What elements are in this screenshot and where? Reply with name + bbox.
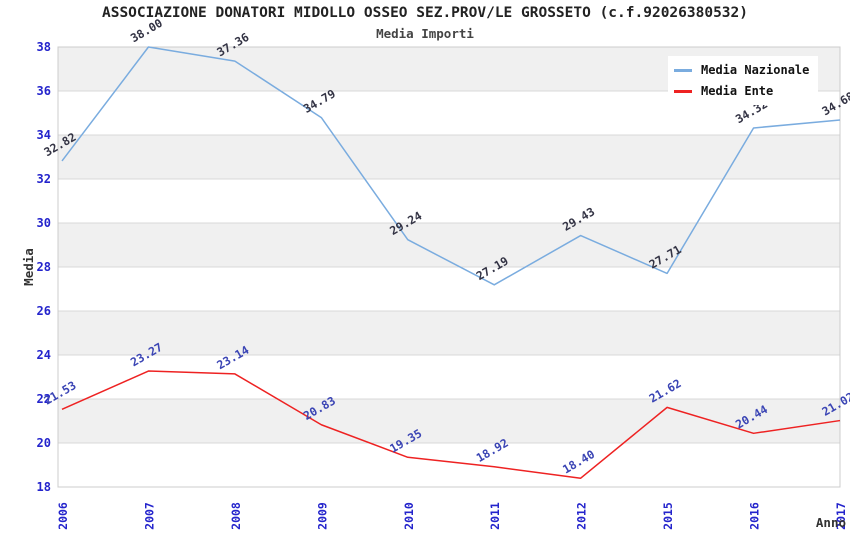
y-tick-label: 30: [37, 216, 51, 230]
plot-band: [58, 135, 840, 179]
x-tick-label: 2015: [661, 502, 675, 530]
y-tick-label: 38: [37, 40, 51, 54]
series-line-media-ente: [61, 370, 841, 479]
legend-label: Media Nazionale: [701, 63, 810, 77]
x-tick-label: 2006: [56, 502, 70, 530]
data-label-media-nazionale: 38.00: [128, 16, 165, 45]
y-axis-title: Media: [21, 248, 36, 286]
y-tick-label: 22: [37, 392, 51, 406]
data-label-media-ente: 18.40: [560, 447, 597, 476]
y-tick-label: 26: [37, 304, 51, 318]
series-line-media-nazionale: [61, 46, 841, 286]
x-tick-label: 2012: [575, 502, 589, 530]
legend-label: Media Ente: [701, 84, 774, 98]
media-ente-line-swatch-icon: [674, 89, 692, 93]
x-tick-label: 2016: [748, 502, 762, 530]
legend-item-media-ente: Media Ente: [674, 84, 812, 98]
y-tick-label: 18: [37, 480, 51, 494]
y-tick-label: 34: [37, 128, 51, 142]
media-nazionale-line-swatch-icon: [674, 68, 692, 72]
y-tick-label: 24: [37, 348, 51, 362]
legend: Media Nazionale Media Ente: [668, 56, 818, 105]
y-tick-label: 32: [37, 172, 51, 186]
chart-title: ASSOCIAZIONE DONATORI MIDOLLO OSSEO SEZ.…: [101, 5, 748, 21]
data-label-media-nazionale: 34.68: [820, 89, 850, 118]
plot-band: [58, 311, 840, 355]
x-axis-title: Anno: [816, 515, 846, 530]
legend-item-media-nazionale: Media Nazionale: [674, 63, 812, 77]
chart-subtitle: Media Importi: [376, 26, 474, 41]
y-tick-label: 20: [37, 436, 51, 450]
x-tick-label: 2017: [834, 502, 848, 530]
x-tick-label: 2011: [488, 502, 502, 530]
y-tick-label: 36: [37, 84, 51, 98]
plot-border: [57, 46, 841, 488]
y-tick-label: 28: [37, 260, 51, 274]
x-tick-label: 2009: [315, 502, 329, 530]
x-tick-label: 2007: [142, 502, 156, 530]
plot-band: [58, 399, 840, 443]
x-tick-label: 2010: [402, 502, 416, 530]
x-tick-label: 2008: [229, 502, 243, 530]
plot-band: [58, 223, 840, 267]
